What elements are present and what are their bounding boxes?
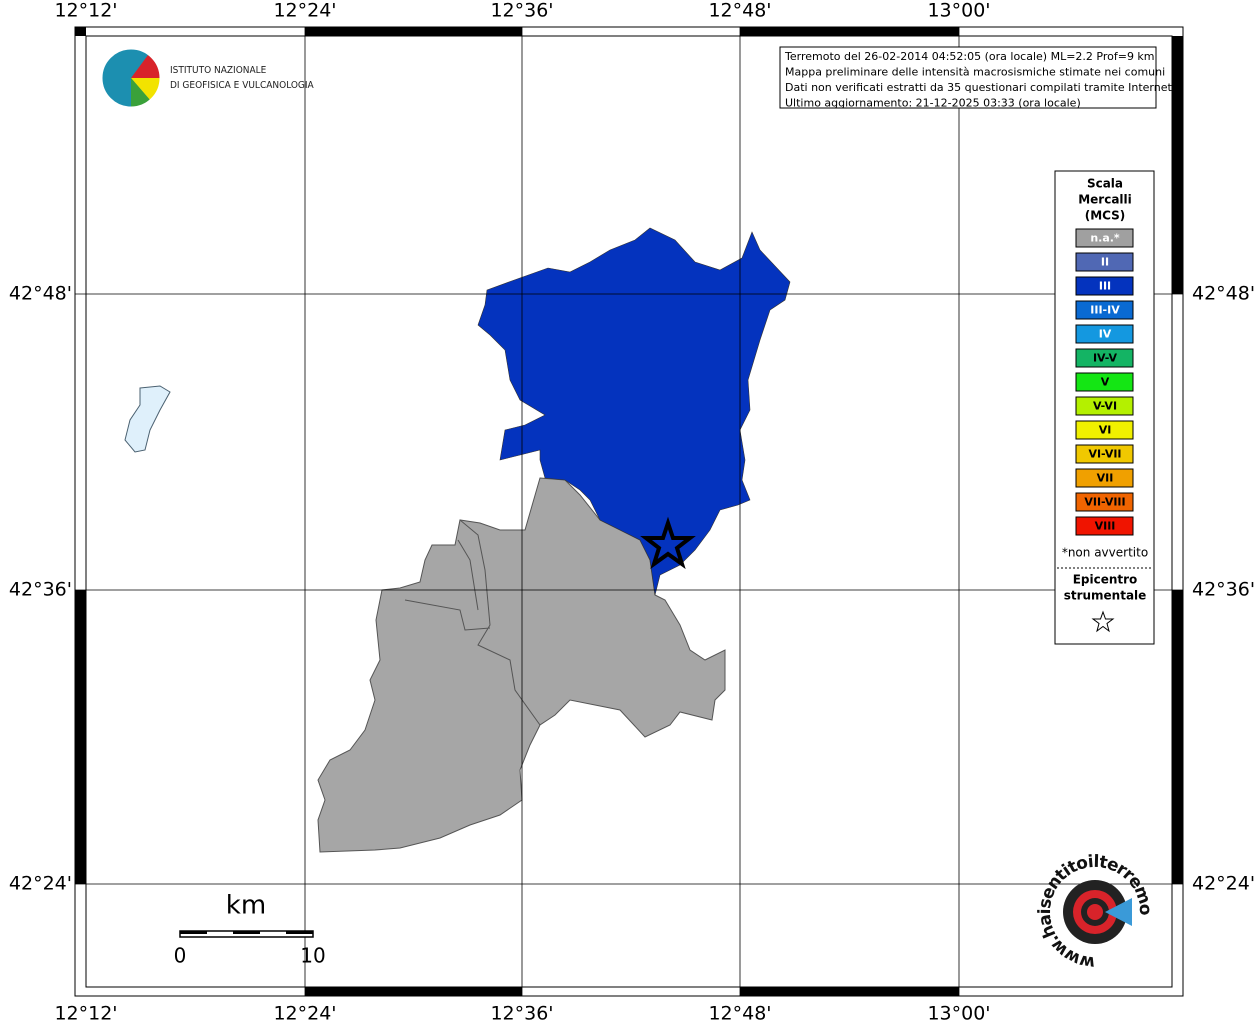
legend-label: VII bbox=[1097, 472, 1114, 485]
scale-segment bbox=[180, 931, 207, 934]
legend-swatch bbox=[1075, 468, 1134, 488]
x-tick-label: 13°00' bbox=[927, 1003, 990, 1024]
tick-labels: 12°12' 12°12' 12°24' 12°24' 12°36' 12°36' 12°4… bbox=[9, 0, 1255, 1024]
y-tick-label: 42°36' bbox=[1192, 579, 1255, 601]
logo-segment bbox=[131, 78, 161, 100]
legend-label: II bbox=[1101, 256, 1109, 269]
logo-ring bbox=[1087, 904, 1103, 920]
logo-text: DI GEOFISICA E VULCANOLOGIA bbox=[170, 80, 315, 91]
legend-label: VII-VIII bbox=[1084, 496, 1125, 509]
scale-label: 10 bbox=[300, 944, 325, 968]
legend-label: VIII bbox=[1095, 520, 1116, 533]
scale-bar: km 0 10 bbox=[174, 891, 326, 968]
info-line: Ultimo aggiornamento: 21-12-2025 03:33 (… bbox=[785, 97, 1081, 110]
info-text: Terremoto del 26-02-2014 04:52:05 (ora l… bbox=[784, 50, 1175, 110]
y-tick-label: 42°48' bbox=[1192, 283, 1255, 305]
legend-label: VI-VII bbox=[1088, 448, 1121, 461]
y-tick-label: 42°24' bbox=[9, 873, 72, 895]
legend-swatch bbox=[1075, 276, 1134, 296]
info-box bbox=[779, 46, 1157, 109]
legend-swatch bbox=[1075, 228, 1134, 248]
legend-swatch bbox=[1075, 252, 1134, 272]
legend-label: IV bbox=[1099, 328, 1112, 341]
scale-segment bbox=[233, 931, 260, 934]
legend-label: III-IV bbox=[1090, 304, 1120, 317]
scale-label: 0 bbox=[174, 944, 187, 968]
legend-title: (MCS) bbox=[1085, 209, 1126, 223]
legend-epicenter: strumentale bbox=[1064, 589, 1147, 603]
frame-bar bbox=[1172, 36, 1183, 294]
legend-swatch bbox=[1075, 324, 1134, 344]
scale-unit: km bbox=[226, 891, 266, 921]
legend-title: Mercalli bbox=[1078, 193, 1132, 207]
frame-bar bbox=[305, 987, 522, 996]
frame-bar bbox=[740, 987, 959, 996]
legend-note: *non avvertito bbox=[1062, 546, 1148, 560]
graticule bbox=[75, 27, 1183, 996]
x-tick-label: 12°24' bbox=[273, 0, 336, 22]
frame-bar bbox=[75, 27, 86, 36]
legend: ScalaMercalli(MCS)n.a.*IIIIIIII-IVIVIV-V… bbox=[1057, 177, 1152, 633]
epicenter-star bbox=[640, 516, 696, 570]
ingv-logo: ISTITUTO NAZIONALE DI GEOFISICA E VULCAN… bbox=[101, 48, 315, 108]
legend-swatch bbox=[1075, 420, 1134, 440]
lake bbox=[124, 385, 171, 453]
legend-label: III bbox=[1099, 280, 1111, 293]
logo-segment bbox=[131, 55, 160, 78]
info-line: Mappa preliminare delle intensità macros… bbox=[785, 66, 1165, 79]
frame-bar bbox=[305, 27, 522, 36]
info-line: Dati non verificati estratti da 35 quest… bbox=[785, 81, 1175, 94]
x-tick-label: 12°48' bbox=[708, 0, 771, 22]
frame-bar bbox=[740, 27, 959, 36]
legend-label: n.a.* bbox=[1090, 232, 1120, 245]
logo-text: ISTITUTO NAZIONALE bbox=[170, 65, 267, 76]
frame-outer bbox=[74, 26, 1184, 997]
legend-swatch bbox=[1075, 492, 1134, 512]
x-tick-label: 12°12' bbox=[54, 0, 117, 22]
region-iii bbox=[477, 227, 791, 596]
x-tick-label: 12°12' bbox=[54, 1003, 117, 1024]
info-line: Terremoto del 26-02-2014 04:52:05 (ora l… bbox=[784, 50, 1155, 63]
y-tick-label: 42°36' bbox=[9, 579, 72, 601]
legend-label: IV-V bbox=[1093, 352, 1118, 365]
legend-swatch bbox=[1075, 396, 1134, 416]
logo-outline bbox=[101, 48, 161, 108]
logo-speaker bbox=[1105, 898, 1132, 926]
x-tick-label: 12°48' bbox=[708, 1003, 771, 1024]
legend-label: VI bbox=[1099, 424, 1112, 437]
x-tick-label: 12°24' bbox=[273, 1003, 336, 1024]
legend-star bbox=[1091, 610, 1115, 633]
legend-label: V bbox=[1101, 376, 1110, 389]
legend-label: V-VI bbox=[1093, 400, 1117, 413]
x-tick-label: 13°00' bbox=[927, 0, 990, 22]
region-na bbox=[317, 477, 726, 853]
frame-bar bbox=[75, 590, 86, 884]
legend-swatch bbox=[1075, 348, 1134, 368]
legend-swatch bbox=[1075, 516, 1134, 536]
legend-title: Scala bbox=[1087, 177, 1123, 191]
frame bbox=[74, 26, 1184, 997]
x-tick-label: 12°36' bbox=[490, 1003, 553, 1024]
logo-segment bbox=[131, 78, 150, 108]
legend-epicenter: Epicentro bbox=[1073, 573, 1138, 587]
commune-border bbox=[404, 519, 541, 726]
frame-bar bbox=[1172, 590, 1183, 884]
legend-swatch bbox=[1075, 372, 1134, 392]
y-tick-label: 42°24' bbox=[1192, 873, 1255, 895]
scale-segment bbox=[286, 931, 313, 934]
legend-swatch bbox=[1075, 444, 1134, 464]
x-tick-label: 12°36' bbox=[490, 0, 553, 22]
legend-swatch bbox=[1075, 300, 1134, 320]
frame-inner bbox=[85, 35, 1173, 988]
y-tick-label: 42°48' bbox=[9, 283, 72, 305]
